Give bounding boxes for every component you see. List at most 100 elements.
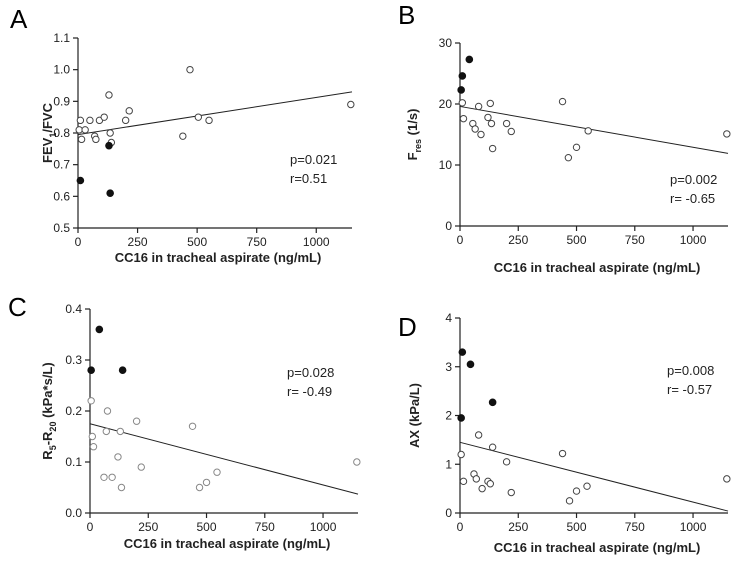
y-tick-label: 0 [445, 219, 452, 233]
y-tick-label: 3 [445, 360, 452, 374]
open-data-point [76, 116, 85, 125]
panel-letter: D [398, 312, 417, 342]
x-tick-label: 500 [567, 233, 587, 247]
filled-data-point [87, 366, 95, 375]
open-data-point [103, 407, 112, 415]
open-data-point [105, 91, 113, 99]
filled-data-point [76, 176, 85, 185]
open-data-point [584, 127, 592, 135]
open-data-point [202, 478, 211, 487]
regression-line [89, 423, 359, 495]
x-tick-label: 500 [567, 520, 587, 534]
open-data-point [86, 116, 94, 125]
r-value-annotation: r= -0.57 [667, 382, 712, 397]
filled-data-point [488, 398, 497, 407]
y-tick-label: 1.1 [53, 31, 70, 45]
open-data-point [502, 458, 511, 466]
open-data-point [125, 107, 133, 115]
open-data-point [188, 422, 197, 430]
filled-data-point [118, 366, 127, 375]
open-data-point [723, 475, 731, 483]
x-tick-label: 0 [87, 520, 94, 534]
y-tick-label: 0 [445, 506, 452, 520]
x-tick-label: 500 [187, 235, 207, 249]
y-axis-label: AX (kPa/L) [407, 383, 422, 448]
r-value-annotation: r= -0.65 [670, 191, 715, 206]
filled-data-point [457, 414, 465, 422]
x-axis-label: CC16 in tracheal aspirate (ng/mL) [124, 536, 331, 551]
y-tick-label: 30 [439, 36, 453, 50]
y-tick-label: 20 [439, 97, 453, 111]
open-data-point [486, 480, 494, 488]
open-data-point [106, 129, 114, 137]
open-data-point [132, 417, 141, 425]
y-axis-label: FEV1/FVC [40, 102, 58, 163]
x-tick-label: 1000 [680, 520, 707, 534]
panel-letter: A [10, 4, 28, 34]
open-data-point [457, 450, 465, 459]
open-data-point [194, 113, 203, 121]
open-data-point [474, 102, 483, 111]
x-tick-label: 1000 [310, 520, 337, 534]
open-data-point [502, 119, 511, 128]
x-axis-label: CC16 in tracheal aspirate (ng/mL) [115, 250, 322, 265]
regression-line [459, 105, 729, 154]
x-tick-label: 250 [138, 520, 158, 534]
panel-d: D 0 1 2 3 4 0 250 500 750 1000 CC16 in tracheal asp… [398, 311, 731, 555]
open-data-point [89, 443, 98, 451]
y-tick-label: 10 [439, 158, 453, 172]
p-value-annotation: p=0.021 [290, 152, 337, 167]
x-tick-label: 250 [508, 233, 528, 247]
y-tick-label: 0.6 [53, 189, 70, 203]
open-data-point [88, 432, 97, 441]
open-data-point [488, 443, 497, 451]
y-tick-label: 0.2 [65, 404, 82, 418]
x-tick-label: 0 [457, 233, 464, 247]
open-data-point [472, 475, 481, 483]
filled-data-point [95, 325, 104, 334]
open-data-point [459, 114, 468, 123]
open-data-point [213, 468, 221, 476]
open-data-point [723, 130, 731, 138]
open-data-point [87, 397, 95, 405]
y-tick-label: 0.7 [53, 158, 70, 172]
x-tick-label: 750 [625, 520, 645, 534]
open-data-point [75, 126, 83, 134]
open-data-point [458, 99, 467, 107]
y-tick-label: 0.3 [65, 353, 82, 367]
y-axis-label: R5-R20 (kPa*s/L) [40, 362, 58, 459]
open-data-point [108, 473, 116, 481]
open-data-point [564, 153, 573, 162]
x-tick-label: 1000 [680, 233, 707, 247]
open-data-point [102, 427, 111, 436]
open-data-point [347, 100, 355, 109]
y-tick-label: 1.0 [53, 63, 70, 77]
open-data-point [572, 143, 581, 152]
y-tick-label: 0.0 [65, 506, 82, 520]
open-data-point [92, 135, 100, 144]
open-data-point [205, 116, 213, 125]
panel-c: C 0.0 0.1 0.2 0.3 0.4 0 250 500 750 1000 CC16 in tr… [8, 292, 361, 551]
r-value-annotation: r=0.51 [290, 171, 327, 186]
filled-data-point [465, 55, 474, 64]
x-axis-label: CC16 in tracheal aspirate (ng/mL) [494, 540, 701, 555]
y-tick-label: 4 [445, 311, 452, 325]
p-value-annotation: p=0.002 [670, 172, 717, 187]
open-data-point [474, 431, 483, 439]
panel-letter: B [398, 0, 415, 30]
open-data-point [137, 463, 145, 471]
open-data-point [186, 65, 194, 74]
open-data-point [583, 482, 591, 490]
filled-data-point [458, 72, 467, 80]
filled-data-point [106, 189, 114, 197]
p-value-annotation: p=0.008 [667, 363, 714, 378]
y-tick-label: 2 [445, 409, 452, 423]
open-data-point [486, 99, 494, 108]
open-data-point [459, 477, 468, 486]
regression-line [77, 91, 353, 136]
y-tick-label: 1 [445, 457, 452, 471]
open-data-point [179, 132, 187, 140]
open-data-point [572, 487, 581, 495]
filled-data-point [457, 86, 465, 94]
